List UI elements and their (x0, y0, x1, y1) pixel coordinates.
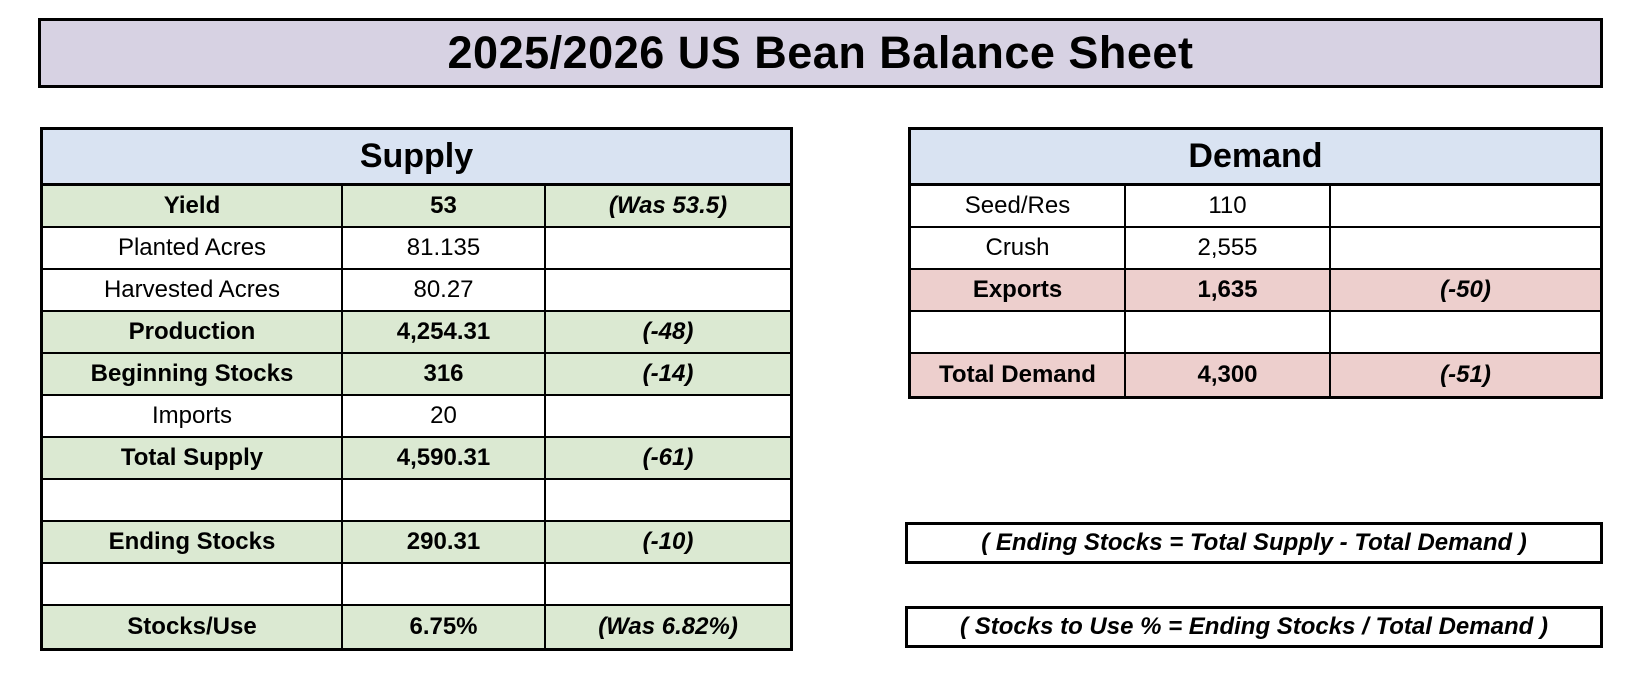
supply-table-header[interactable]: Supply (43, 130, 790, 186)
table-row: Yield 53 (Was 53.5) (43, 186, 790, 228)
table-row: Seed/Res 110 (911, 186, 1600, 228)
row-note-cell[interactable]: (-10) (642, 528, 694, 555)
ending-stocks-formula-box[interactable]: ( Ending Stocks = Total Supply - Total D… (905, 522, 1603, 564)
supply-table: Supply Yield 53 (Was 53.5) Planted Acres… (40, 127, 793, 651)
supply-header-label: Supply (359, 137, 474, 175)
row-note-cell[interactable]: (-61) (642, 444, 694, 471)
row-value-cell[interactable]: 81.135 (343, 228, 546, 268)
table-row: Exports 1,635 (-50) (911, 270, 1600, 312)
table-row: Total Supply 4,590.31 (-61) (43, 438, 790, 480)
row-note-cell[interactable] (1331, 312, 1600, 352)
row-value-cell[interactable] (343, 480, 546, 520)
row-label-cell[interactable]: Beginning Stocks (43, 354, 343, 394)
table-row: Imports 20 (43, 396, 790, 438)
row-label-cell[interactable]: Imports (43, 396, 343, 436)
demand-header-label: Demand (1188, 137, 1323, 175)
row-label-cell[interactable]: Exports (911, 270, 1126, 310)
row-value-cell[interactable]: 110 (1126, 186, 1331, 226)
demand-table-body: Seed/Res 110 Crush 2,555 Exports 1,635 (… (911, 186, 1600, 396)
row-label-cell[interactable]: Crush (911, 228, 1126, 268)
row-note-cell[interactable]: (-14) (642, 360, 694, 387)
demand-table-header[interactable]: Demand (911, 130, 1600, 186)
supply-table-body: Yield 53 (Was 53.5) Planted Acres 81.135… (43, 186, 790, 648)
row-value-cell[interactable]: 1,635 (1126, 270, 1331, 310)
row-label-cell[interactable]: Total Supply (43, 438, 343, 478)
row-note-cell[interactable] (546, 564, 790, 604)
row-note-cell[interactable] (546, 396, 790, 436)
table-row: Planted Acres 81.135 (43, 228, 790, 270)
table-row: Harvested Acres 80.27 (43, 270, 790, 312)
row-value-cell[interactable]: 4,300 (1126, 354, 1331, 396)
row-note-cell[interactable] (546, 228, 790, 268)
row-value-cell[interactable] (1126, 312, 1331, 352)
ending-stocks-formula-text: ( Ending Stocks = Total Supply - Total D… (981, 529, 1527, 556)
row-label-cell[interactable]: Harvested Acres (43, 270, 343, 310)
table-row: Total Demand 4,300 (-51) (911, 354, 1600, 396)
row-note-cell[interactable]: (-51) (1440, 361, 1491, 388)
row-label-cell[interactable]: Total Demand (911, 354, 1126, 396)
row-label-cell[interactable] (911, 312, 1126, 352)
row-label-cell[interactable]: Seed/Res (911, 186, 1126, 226)
row-note-cell[interactable] (546, 480, 790, 520)
table-row: Crush 2,555 (911, 228, 1600, 270)
row-note-cell[interactable] (1331, 186, 1600, 226)
row-value-cell[interactable]: 6.75% (343, 606, 546, 648)
row-value-cell[interactable]: 316 (343, 354, 546, 394)
table-row: Beginning Stocks 316 (-14) (43, 354, 790, 396)
demand-table: Demand Seed/Res 110 Crush 2,555 Exports … (908, 127, 1603, 399)
row-label-cell[interactable]: Stocks/Use (43, 606, 343, 648)
page-title: 2025/2026 US Bean Balance Sheet (447, 27, 1194, 78)
row-value-cell[interactable]: 20 (343, 396, 546, 436)
row-note-cell[interactable]: (Was 53.5) (608, 192, 728, 219)
row-label-cell[interactable]: Planted Acres (43, 228, 343, 268)
row-note-cell[interactable]: (-48) (642, 318, 694, 345)
row-value-cell[interactable] (343, 564, 546, 604)
table-row (43, 564, 790, 606)
stocks-to-use-formula-box[interactable]: ( Stocks to Use % = Ending Stocks / Tota… (905, 606, 1603, 648)
row-label-cell[interactable]: Yield (43, 186, 343, 226)
stocks-to-use-formula-text: ( Stocks to Use % = Ending Stocks / Tota… (960, 613, 1548, 640)
row-note-cell[interactable]: (-50) (1440, 276, 1491, 303)
table-row: Stocks/Use 6.75% (Was 6.82%) (43, 606, 790, 648)
row-label-cell[interactable]: Ending Stocks (43, 522, 343, 562)
row-label-cell[interactable] (43, 480, 343, 520)
row-note-cell[interactable] (546, 270, 790, 310)
row-value-cell[interactable]: 2,555 (1126, 228, 1331, 268)
title-banner[interactable]: 2025/2026 US Bean Balance Sheet (38, 18, 1603, 88)
row-value-cell[interactable]: 80.27 (343, 270, 546, 310)
row-note-cell[interactable] (1331, 228, 1600, 268)
table-row (43, 480, 790, 522)
row-label-cell[interactable] (43, 564, 343, 604)
row-value-cell[interactable]: 4,254.31 (343, 312, 546, 352)
table-row: Ending Stocks 290.31 (-10) (43, 522, 790, 564)
row-label-cell[interactable]: Production (43, 312, 343, 352)
row-note-cell[interactable]: (Was 6.82%) (598, 613, 738, 640)
table-row (911, 312, 1600, 354)
row-value-cell[interactable]: 53 (343, 186, 546, 226)
row-value-cell[interactable]: 4,590.31 (343, 438, 546, 478)
row-value-cell[interactable]: 290.31 (343, 522, 546, 562)
table-row: Production 4,254.31 (-48) (43, 312, 790, 354)
